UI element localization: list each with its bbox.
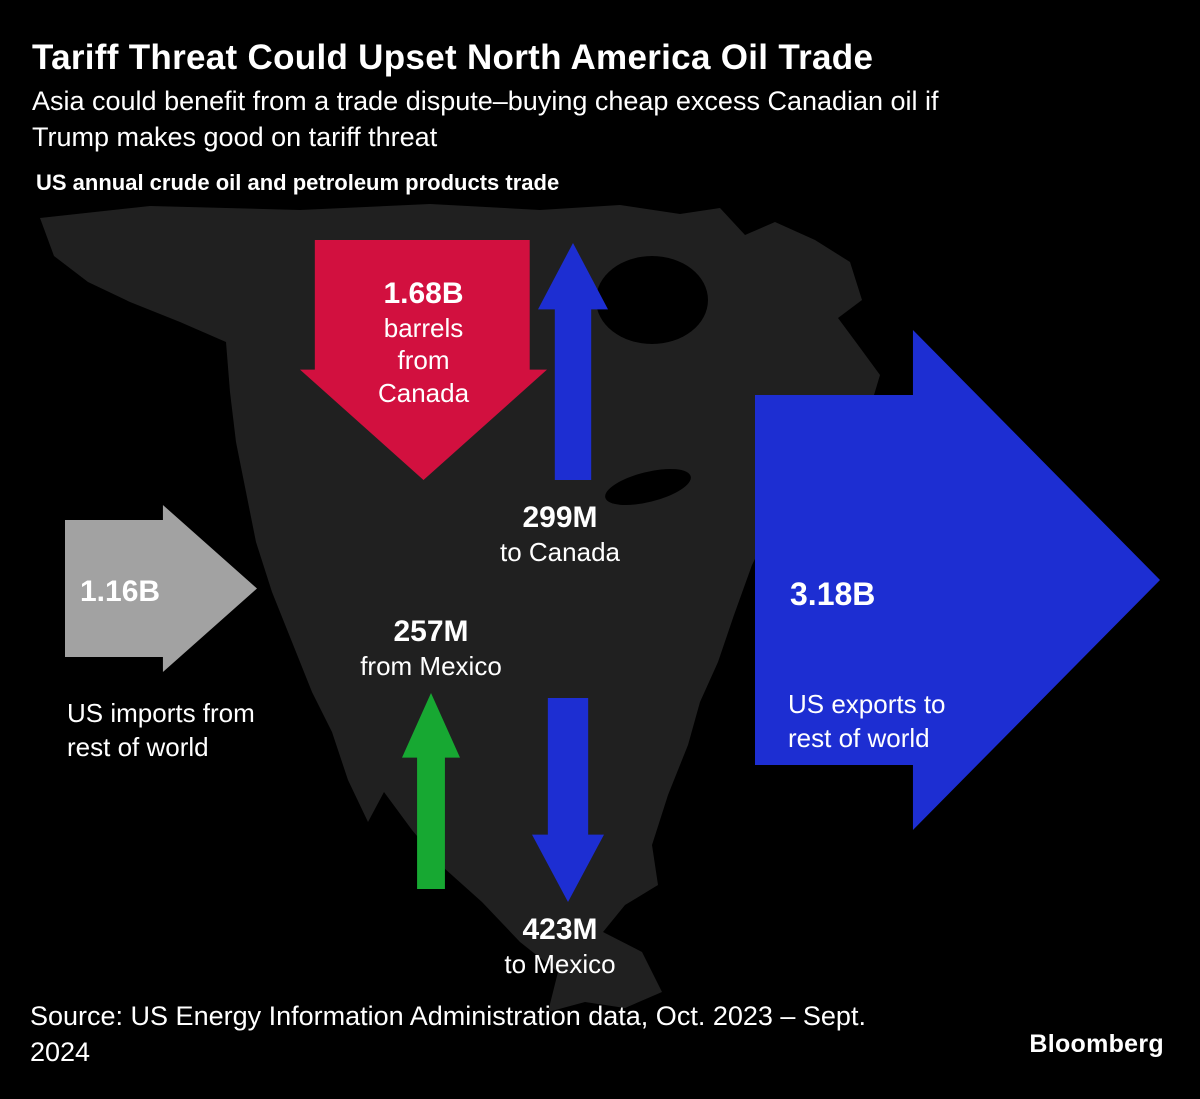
world-exports-caption-1: US exports to (788, 689, 946, 719)
canada-exports-value: 299M (522, 501, 598, 534)
world-exports-value: 3.18B (790, 576, 876, 612)
hudson-bay-cutout (596, 256, 708, 344)
mexico-imports-value: 257M (393, 615, 469, 648)
mexico-imports-label: 257M from Mexico (349, 615, 513, 682)
great-lakes-cutout (605, 468, 691, 506)
canada-imports-sub-3: Canada (377, 377, 470, 408)
chart-label: US annual crude oil and petroleum produc… (36, 170, 560, 195)
mexico-exports-label: 423M to Mexico (478, 913, 642, 980)
mexico-exports-sub: to Mexico (504, 948, 616, 979)
world-imports-caption-1: US imports from (67, 698, 255, 728)
subtitle-line-2: Trump makes good on tariff threat (32, 121, 438, 152)
canada-imports-sub-1: barrels (383, 312, 464, 343)
landmass-path (40, 204, 880, 1012)
source-line-1: Source: US Energy Information Administra… (30, 1001, 866, 1031)
canada-imports-value: 1.68B (383, 277, 464, 310)
world-exports-caption-2: rest of world (788, 722, 930, 753)
mexico-imports-sub: from Mexico (360, 650, 502, 681)
source-note: Source: US Energy Information Administra… (30, 998, 866, 1071)
world-imports-caption: US imports from rest of world (67, 697, 255, 765)
canada-imports-sub-2: from (397, 345, 450, 375)
world-imports-caption-2: rest of world (67, 731, 209, 762)
page-title: Tariff Threat Could Upset North America … (32, 38, 874, 77)
world-imports-value: 1.16B (80, 575, 161, 608)
bloomberg-logo: Bloomberg (1029, 1030, 1164, 1058)
canada-imports-label: 1.68B barrels from Canada (300, 277, 547, 409)
subtitle-line-1: Asia could benefit from a trade dispute–… (32, 86, 939, 116)
source-line-2: 2024 (30, 1037, 91, 1068)
canada-exports-label: 299M to Canada (478, 501, 642, 568)
canada-exports-sub: to Canada (500, 536, 620, 567)
mexico-exports-value: 423M (522, 913, 598, 946)
world-exports-caption: US exports to rest of world (788, 688, 946, 756)
page-subtitle: Asia could benefit from a trade dispute–… (32, 84, 939, 155)
